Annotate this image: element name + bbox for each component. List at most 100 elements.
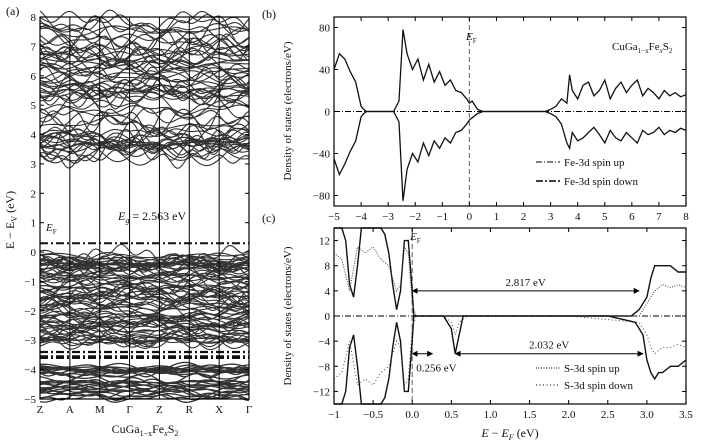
y-tick-label: −2 xyxy=(24,306,36,318)
panel-a-y-ticks: −5 −4 −3 −2 −1 0 1 2 3 4 5 6 7 8 xyxy=(24,12,249,406)
panel-c-annotations: 2.817 eV 2.032 eV 0.256 eV xyxy=(411,277,644,375)
x-tick-label: 1.5 xyxy=(523,409,537,421)
x-tick-label: 0.5 xyxy=(444,409,458,421)
band-line xyxy=(39,121,250,155)
x-tick-label: 0.0 xyxy=(405,409,419,421)
band-line xyxy=(39,334,250,349)
band-line xyxy=(39,85,250,98)
band-line xyxy=(39,260,250,276)
band-line xyxy=(39,107,250,127)
band-line xyxy=(39,385,250,398)
panel-a-y-axis-label: E − EV (eV) xyxy=(3,191,19,249)
y-tick-label: −3 xyxy=(24,335,36,347)
fermi-level-label-a: EF xyxy=(45,222,57,236)
y-tick-label: 5 xyxy=(31,100,37,112)
band-line xyxy=(39,324,250,344)
x-tick-label: −1 xyxy=(328,409,340,421)
panel-label-b: (b) xyxy=(262,7,276,21)
x-tick-label: 4 xyxy=(575,211,581,223)
panel-label-a: (a) xyxy=(6,4,19,18)
x-tick-label: 3 xyxy=(548,211,554,223)
legend-fe-down: Fe-3d spin down xyxy=(564,176,638,188)
y-tick-label: 80 xyxy=(319,23,331,35)
band-gap-label: Eg = 2.563 eV xyxy=(117,209,186,225)
y-tick-label: 12 xyxy=(319,236,330,248)
band-line xyxy=(39,60,250,81)
k-point-label: X xyxy=(215,404,223,416)
x-tick-label: −0.5 xyxy=(363,409,383,421)
panel-c-x-axis-label: E − EF (eV) xyxy=(480,426,538,442)
legend-s-down: S-3d spin down xyxy=(564,380,634,392)
band-line xyxy=(39,291,250,302)
series-line-0 xyxy=(334,227,686,317)
band-line xyxy=(39,363,250,372)
x-tick-label: 1 xyxy=(494,211,500,223)
band-line xyxy=(39,312,250,320)
legend-fe-up: Fe-3d spin up xyxy=(564,157,625,169)
y-tick-label: 0 xyxy=(325,311,331,323)
band-line xyxy=(39,384,250,391)
band-line xyxy=(39,45,250,56)
band-line xyxy=(39,254,250,273)
band-lines xyxy=(39,9,250,403)
band-line xyxy=(39,38,250,65)
y-tick-label: 4 xyxy=(325,286,331,298)
x-tick-label: 2.5 xyxy=(601,409,615,421)
band-line xyxy=(39,316,249,336)
panel-a-frame xyxy=(39,16,250,400)
panel-b-legend: Fe-3d spin up Fe-3d spin down xyxy=(536,157,638,188)
band-line xyxy=(39,63,250,75)
x-tick-label: −2 xyxy=(409,211,421,223)
x-tick-label: 0 xyxy=(467,211,473,223)
band-line xyxy=(39,142,250,164)
band-line xyxy=(39,379,250,385)
band-line xyxy=(39,254,250,274)
k-point-dividers xyxy=(69,17,220,399)
panel-c-series xyxy=(333,227,687,405)
y-tick-label: −1 xyxy=(24,276,36,288)
band-line xyxy=(39,334,250,344)
band-line xyxy=(39,138,250,158)
y-tick-label: −12 xyxy=(313,386,330,398)
series-line-3 xyxy=(333,315,687,387)
panel-label-c: (c) xyxy=(262,211,275,225)
band-line xyxy=(39,15,250,49)
band-line xyxy=(39,143,250,167)
x-tick-label: 7 xyxy=(656,211,662,223)
band-line xyxy=(39,104,250,115)
band-line xyxy=(39,253,250,275)
band-line xyxy=(39,79,250,104)
y-tick-label: −4 xyxy=(318,336,330,348)
band-line xyxy=(39,130,250,149)
band-line xyxy=(39,368,250,378)
band-line xyxy=(39,9,250,35)
band-line xyxy=(39,366,250,378)
y-tick-label: 0 xyxy=(325,107,331,119)
y-tick-label: 1 xyxy=(31,218,37,230)
band-line xyxy=(39,324,250,348)
gap-annotation: 2.817 eV xyxy=(505,277,545,289)
gap-annotation: 0.256 eV xyxy=(416,363,456,375)
y-tick-label: 2 xyxy=(31,188,37,200)
band-line xyxy=(39,58,250,78)
y-tick-label: 4 xyxy=(31,130,37,142)
band-line xyxy=(39,376,250,388)
fermi-level-label-c: EF xyxy=(409,231,421,245)
band-line xyxy=(39,283,250,291)
k-point-label: A xyxy=(66,404,74,416)
band-line xyxy=(39,272,250,281)
band-line xyxy=(39,84,250,101)
x-tick-label: −3 xyxy=(382,211,394,223)
band-line xyxy=(39,47,250,76)
band-line xyxy=(39,134,250,151)
band-line xyxy=(39,297,250,315)
band-line xyxy=(40,276,250,286)
band-line xyxy=(39,115,250,136)
band-line xyxy=(39,123,250,152)
band-line xyxy=(39,22,250,42)
series-line-1 xyxy=(334,315,687,405)
band-line xyxy=(39,387,250,394)
x-tick-label: 8 xyxy=(683,211,689,223)
